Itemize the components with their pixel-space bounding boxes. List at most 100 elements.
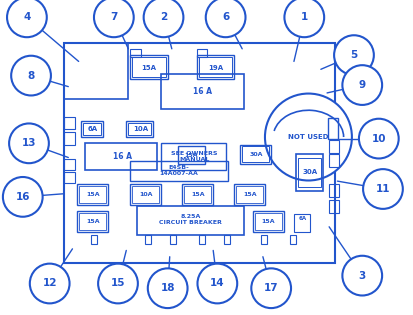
Bar (85, 143, 157, 170)
Text: 10A: 10A (139, 192, 152, 197)
Bar (184, 186, 211, 203)
Text: 14: 14 (209, 278, 224, 289)
Text: 10A: 10A (133, 126, 148, 132)
Bar (198, 235, 204, 244)
Bar (76, 211, 107, 232)
Text: 19A: 19A (207, 65, 222, 71)
Text: 7: 7 (110, 12, 117, 22)
Text: 1: 1 (300, 12, 307, 22)
Bar (64, 172, 74, 183)
Bar (132, 57, 165, 77)
Text: NOT USED: NOT USED (287, 134, 328, 140)
Bar (64, 159, 74, 170)
Circle shape (284, 0, 323, 37)
Bar (198, 57, 231, 77)
Text: E4SB-
14A007-AA: E4SB- 14A007-AA (159, 165, 198, 176)
Bar (233, 184, 264, 205)
Text: 3: 3 (358, 271, 365, 281)
Bar (64, 132, 74, 145)
Text: 16 A: 16 A (193, 87, 212, 96)
Bar (81, 121, 103, 137)
Text: 8: 8 (27, 71, 35, 81)
Bar (161, 74, 244, 109)
Text: 15A: 15A (184, 153, 197, 158)
Circle shape (333, 35, 373, 75)
Bar (132, 186, 159, 203)
Bar (327, 118, 337, 139)
Text: 15A: 15A (86, 192, 100, 197)
Text: 30A: 30A (249, 152, 263, 157)
Circle shape (7, 0, 47, 37)
Bar (128, 123, 151, 135)
Text: 17: 17 (263, 283, 278, 293)
Bar (169, 235, 176, 244)
Bar (240, 145, 271, 164)
Bar (130, 55, 167, 79)
Circle shape (358, 119, 398, 158)
Circle shape (30, 264, 69, 303)
Bar (130, 49, 140, 57)
Bar (64, 43, 128, 99)
Text: 15A: 15A (191, 192, 204, 197)
Bar (130, 161, 227, 181)
Text: 4: 4 (23, 12, 31, 22)
Text: 12: 12 (42, 278, 57, 289)
Text: 18: 18 (160, 283, 175, 293)
Text: 15A: 15A (242, 192, 256, 197)
Bar (289, 235, 295, 244)
Bar (136, 206, 244, 235)
Bar (297, 158, 320, 187)
Text: 9: 9 (358, 80, 365, 90)
Bar (76, 184, 107, 205)
Bar (295, 154, 322, 191)
Circle shape (94, 0, 133, 37)
Bar (260, 235, 266, 244)
Circle shape (205, 0, 245, 37)
Bar (235, 186, 262, 203)
Bar (64, 117, 74, 129)
Bar (126, 121, 153, 137)
Bar (293, 214, 310, 232)
Bar (328, 184, 339, 197)
Circle shape (3, 177, 43, 217)
Circle shape (11, 56, 51, 95)
Circle shape (143, 0, 183, 37)
Circle shape (197, 264, 237, 303)
Bar (196, 55, 233, 79)
Text: 30A: 30A (301, 169, 316, 175)
Bar (223, 235, 229, 244)
Text: 5: 5 (349, 50, 357, 60)
Bar (78, 186, 105, 203)
Bar (78, 213, 105, 230)
Text: 6: 6 (221, 12, 229, 22)
Bar (64, 43, 335, 263)
Bar (130, 184, 161, 205)
Text: 15A: 15A (261, 219, 274, 224)
Bar (196, 49, 206, 57)
Circle shape (264, 94, 351, 180)
Bar (182, 184, 213, 205)
Text: 16: 16 (15, 192, 30, 202)
Bar (242, 146, 268, 162)
Text: 2: 2 (159, 12, 167, 22)
Circle shape (9, 123, 49, 163)
Circle shape (362, 169, 402, 209)
Bar (252, 211, 283, 232)
Text: 10: 10 (370, 134, 385, 144)
Bar (83, 123, 101, 135)
Text: 15A: 15A (141, 65, 156, 71)
Circle shape (98, 264, 138, 303)
Text: 15A: 15A (86, 219, 100, 224)
Text: 8.25A
CIRCUIT BREAKER: 8.25A CIRCUIT BREAKER (159, 215, 221, 225)
Text: 11: 11 (375, 184, 389, 194)
Circle shape (147, 268, 187, 308)
Bar (161, 143, 225, 170)
Text: 6A: 6A (297, 216, 306, 221)
Bar (328, 154, 339, 167)
Circle shape (342, 256, 381, 295)
Bar (328, 140, 339, 153)
Text: 13: 13 (21, 138, 36, 148)
Text: 16 A: 16 A (112, 152, 131, 161)
Text: 15: 15 (110, 278, 125, 289)
Bar (178, 146, 204, 164)
